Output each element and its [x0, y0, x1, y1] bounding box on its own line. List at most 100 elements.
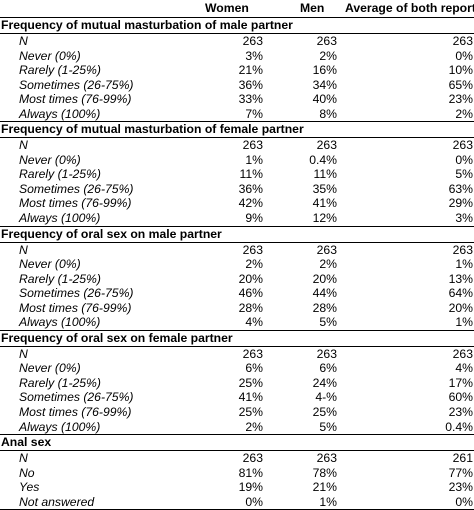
cell-women: 2%: [245, 419, 263, 434]
table-body: Frequency of mutual masturbation of male…: [0, 18, 474, 510]
table-row: N 263 263 263: [0, 138, 474, 153]
table-row: Never (0%) 6% 6% 4%: [0, 361, 474, 376]
table-section: Frequency of oral sex on female partner N…: [0, 331, 474, 436]
cell-men: 41%: [312, 196, 337, 211]
row-label: N: [19, 451, 28, 466]
table-header: Women Men Average of both reports: [0, 0, 474, 18]
table-row: Sometimes (26-75%) 41% 4-% 60%: [0, 390, 474, 405]
cell-men: 25%: [312, 405, 337, 420]
row-label: N: [19, 138, 28, 153]
cell-average: 29%: [448, 196, 473, 211]
cell-average: 0%: [455, 494, 473, 509]
cell-average: 13%: [448, 271, 473, 286]
cell-men: 6%: [319, 361, 337, 376]
cell-women: 263: [242, 451, 263, 466]
table-section: Frequency of mutual masturbation of fema…: [0, 122, 474, 227]
cell-average: 261: [452, 451, 473, 466]
row-label: Never (0%): [19, 257, 81, 272]
row-label: Not answered: [19, 494, 95, 509]
cell-average: 3%: [455, 211, 473, 226]
row-label: Always (100%): [19, 106, 101, 121]
cell-women: 263: [242, 138, 263, 153]
cell-average: 4%: [455, 361, 473, 376]
cell-women: 11%: [239, 167, 264, 182]
cell-men: 24%: [312, 375, 337, 390]
table-row: N 263 263 261: [0, 451, 474, 466]
table-row: Always (100%) 4% 5% 1%: [0, 315, 474, 330]
cell-women: 46%: [238, 286, 263, 301]
cell-average: 23%: [448, 480, 473, 495]
cell-average: 263: [452, 138, 473, 153]
row-label: Always (100%): [19, 419, 101, 434]
table-row: Never (0%) 2% 2% 1%: [0, 257, 474, 272]
cell-women: 25%: [238, 405, 263, 420]
cell-men: 44%: [312, 286, 337, 301]
column-header-women: Women: [205, 1, 249, 15]
row-label: Sometimes (26-75%): [19, 181, 134, 196]
cell-average: 63%: [448, 181, 473, 196]
column-header-men: Men: [300, 1, 325, 15]
table-row: Sometimes (26-75%) 46% 44% 64%: [0, 286, 474, 301]
cell-men: 16%: [312, 63, 337, 78]
section-title: Frequency of mutual masturbation of male…: [0, 18, 474, 34]
cell-women: 41%: [238, 390, 263, 405]
table-row: Always (100%) 2% 5% 0.4%: [0, 420, 474, 435]
table-section: Frequency of mutual masturbation of male…: [0, 18, 474, 123]
cell-average: 0%: [455, 152, 473, 167]
cell-women: 3%: [245, 48, 263, 63]
row-label: Most times (76-99%): [19, 405, 132, 420]
table-row: Always (100%) 9% 12% 3%: [0, 211, 474, 226]
cell-men: 21%: [312, 480, 337, 495]
table-row: Sometimes (26-75%) 36% 35% 63%: [0, 182, 474, 197]
section-title: Frequency of mutual masturbation of fema…: [0, 122, 474, 139]
row-label: Rarely (1-25%): [19, 375, 101, 390]
section-title: Frequency of oral sex on female partner: [0, 331, 474, 347]
cell-men: 2%: [319, 48, 337, 63]
cell-men: 263: [316, 451, 337, 466]
table-row: Never (0%) 3% 2% 0%: [0, 49, 474, 64]
table-section: Anal sex N 263 263 261 No 81% 78% 77% Yes 19% 21% 23…: [0, 435, 474, 510]
cell-women: 20%: [238, 271, 263, 286]
table-row: N 263 263 263: [0, 34, 474, 49]
row-label: Sometimes (26-75%): [19, 390, 134, 405]
cell-average: 2%: [455, 106, 473, 121]
cell-average: 60%: [448, 390, 473, 405]
row-label: Most times (76-99%): [19, 92, 132, 107]
row-label: Most times (76-99%): [19, 300, 132, 315]
table-row: Sometimes (26-75%) 36% 34% 65%: [0, 78, 474, 93]
row-label: Yes: [19, 480, 40, 495]
table-row: Rarely (1-25%) 20% 20% 13%: [0, 272, 474, 287]
cell-average: 263: [452, 34, 473, 48]
cell-men: 263: [316, 242, 337, 257]
row-label: N: [19, 34, 28, 48]
cell-men: 0.4%: [309, 152, 337, 167]
cell-average: 1%: [455, 257, 473, 272]
cell-women: 36%: [238, 77, 263, 92]
row-label: Rarely (1-25%): [19, 167, 101, 182]
cell-women: 2%: [245, 257, 263, 272]
table-row: Most times (76-99%) 33% 40% 23%: [0, 92, 474, 107]
cell-average: 17%: [448, 375, 473, 390]
row-label: Never (0%): [19, 48, 81, 63]
table-row: N 263 263 263: [0, 243, 474, 258]
cell-average: 23%: [448, 92, 473, 107]
cell-women: 19%: [238, 480, 263, 495]
cell-women: 28%: [238, 300, 263, 315]
table-row: Most times (76-99%) 28% 28% 20%: [0, 301, 474, 316]
table-row: Never (0%) 1% 0.4% 0%: [0, 153, 474, 168]
row-label: Never (0%): [19, 152, 81, 167]
cell-average: 64%: [448, 286, 473, 301]
row-label: Always (100%): [19, 211, 101, 226]
cell-men: 1%: [319, 494, 337, 509]
table-row: No 81% 78% 77%: [0, 466, 474, 481]
section-title: Anal sex: [0, 435, 474, 452]
table-row: Most times (76-99%) 42% 41% 29%: [0, 196, 474, 211]
cell-men: 11%: [313, 167, 338, 182]
table-row: Rarely (1-25%) 21% 16% 10%: [0, 63, 474, 78]
cell-men: 8%: [319, 106, 337, 121]
cell-women: 4%: [245, 315, 263, 330]
table-row: Rarely (1-25%) 11% 11% 5%: [0, 167, 474, 182]
cell-men: 28%: [312, 300, 337, 315]
row-label: Sometimes (26-75%): [19, 77, 134, 92]
